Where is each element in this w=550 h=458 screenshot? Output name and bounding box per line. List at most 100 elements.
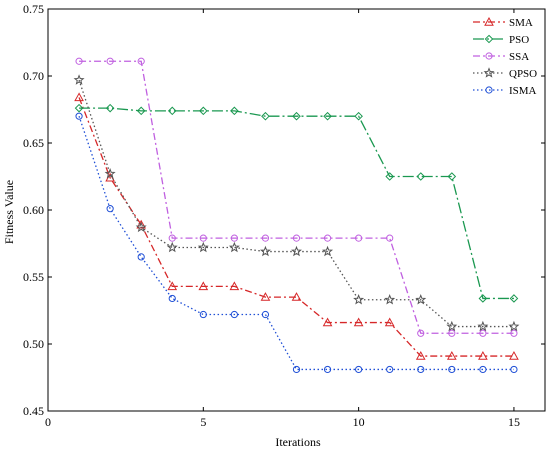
- data-point-ssa: [230, 234, 238, 242]
- data-point-ssa: [75, 57, 83, 65]
- data-point-ssa: [106, 57, 114, 65]
- data-point-qpso: [508, 320, 520, 332]
- y-tick-label: 0.75: [23, 2, 44, 16]
- legend-entry-qpso: QPSO: [473, 67, 537, 80]
- data-point-ssa: [417, 329, 425, 337]
- data-point-isma: [448, 365, 456, 374]
- data-point-ssa: [479, 329, 487, 337]
- data-point-qpso: [73, 74, 85, 85]
- data-point-pso: [292, 111, 301, 121]
- legend-label-isma: ISMA: [509, 85, 537, 97]
- data-point-pso: [416, 172, 426, 181]
- x-tick-label: 0: [45, 415, 51, 429]
- legend-label-pso: PSO: [509, 34, 529, 46]
- data-point-sma: [415, 351, 426, 360]
- legend-entry-pso: PSO: [473, 34, 529, 46]
- y-tick-label: 0.50: [23, 337, 44, 351]
- x-axis-title: Iterations: [275, 435, 321, 449]
- data-point-qpso: [259, 245, 271, 257]
- x-tick-label: 15: [508, 415, 520, 429]
- data-point-sma: [384, 317, 395, 327]
- data-point-ssa: [292, 234, 301, 242]
- legend-marker-qpso: [483, 67, 495, 78]
- legend-entry-sma: SMA: [473, 16, 533, 29]
- data-point-ssa: [386, 234, 394, 242]
- x-tick-label: 10: [353, 415, 365, 429]
- data-point-sma: [74, 92, 84, 102]
- data-point-sma: [167, 281, 178, 291]
- legend-label-qpso: QPSO: [509, 68, 537, 80]
- data-point-isma: [417, 365, 425, 374]
- data-point-pso: [385, 172, 394, 181]
- data-point-sma: [291, 292, 302, 301]
- data-point-ssa: [261, 234, 270, 242]
- data-point-qpso: [104, 168, 116, 179]
- data-point-ssa: [199, 234, 207, 242]
- data-point-pso: [167, 106, 177, 116]
- data-point-qpso: [353, 294, 365, 305]
- legend-label-sma: SMA: [509, 17, 533, 29]
- data-point-pso: [230, 106, 239, 116]
- data-point-qpso: [384, 294, 396, 305]
- y-axis-title: Fitness Value: [2, 180, 16, 244]
- data-point-sma: [509, 351, 519, 360]
- x-tick-label: 5: [200, 415, 206, 429]
- data-point-ssa: [510, 329, 518, 337]
- y-tick-label: 0.45: [23, 404, 44, 418]
- data-point-qpso: [135, 221, 147, 233]
- data-point-isma: [168, 294, 176, 303]
- data-point-ssa: [137, 57, 145, 65]
- y-tick-label: 0.70: [23, 69, 44, 83]
- data-point-sma: [446, 351, 457, 360]
- legend-entry-isma: ISMA: [473, 85, 537, 97]
- data-point-isma: [261, 310, 270, 319]
- plot-frame: [47, 8, 546, 412]
- legend-marker-ssa: [485, 52, 493, 60]
- data-point-pso: [74, 103, 84, 113]
- series-qpso: [73, 74, 520, 332]
- series-line-qpso: [78, 79, 514, 328]
- legend-label-ssa: SSA: [509, 51, 529, 63]
- legend-marker-pso: [484, 34, 494, 44]
- data-point-ssa: [168, 234, 176, 242]
- data-point-pso: [447, 172, 457, 181]
- series-ssa: [75, 57, 518, 337]
- data-point-qpso: [477, 320, 489, 332]
- data-point-pso: [199, 106, 208, 116]
- data-point-isma: [386, 365, 394, 374]
- data-point-qpso: [166, 241, 178, 253]
- data-point-sma: [260, 292, 271, 301]
- data-point-isma: [355, 365, 363, 374]
- data-point-pso: [136, 106, 146, 116]
- data-point-ssa: [448, 329, 456, 337]
- series-line-pso: [79, 107, 514, 300]
- data-point-sma: [198, 281, 209, 291]
- data-point-isma: [230, 310, 238, 319]
- data-point-qpso: [415, 294, 427, 305]
- data-point-qpso: [291, 245, 302, 257]
- data-point-qpso: [446, 320, 458, 332]
- data-point-isma: [323, 365, 332, 374]
- data-point-ssa: [355, 234, 363, 242]
- data-point-isma: [75, 112, 83, 120]
- data-point-pso: [261, 111, 270, 121]
- data-point-qpso: [197, 241, 209, 253]
- y-tick-label: 0.65: [23, 136, 44, 150]
- data-point-qpso: [322, 245, 334, 257]
- series-sma: [74, 92, 519, 360]
- data-point-ssa: [323, 234, 332, 242]
- data-point-isma: [106, 205, 114, 213]
- legend-marker-sma: [484, 16, 494, 26]
- data-point-isma: [510, 365, 518, 374]
- legend-marker-isma: [485, 86, 493, 94]
- series-line-ssa: [79, 60, 514, 334]
- data-point-isma: [292, 365, 301, 374]
- series-line-isma: [78, 115, 514, 371]
- data-point-isma: [137, 253, 145, 261]
- data-point-isma: [199, 310, 207, 319]
- data-point-qpso: [228, 241, 240, 253]
- series-isma: [75, 112, 518, 374]
- data-point-pso: [354, 111, 363, 121]
